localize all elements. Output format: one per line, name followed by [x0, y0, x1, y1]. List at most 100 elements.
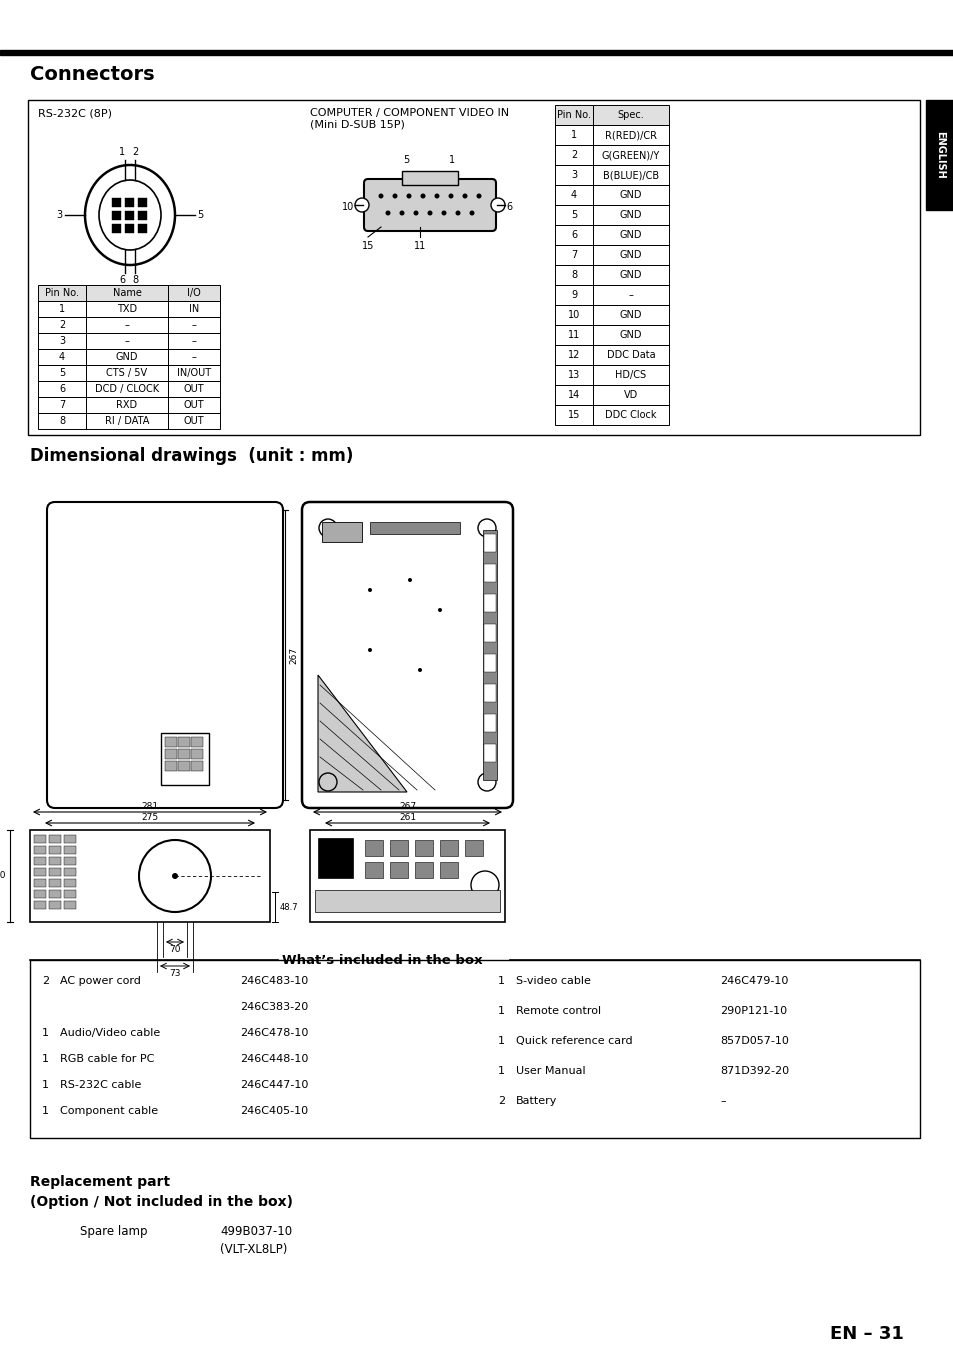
Text: RXD: RXD [116, 400, 137, 409]
Text: 4: 4 [59, 353, 65, 362]
Bar [64, 867, 76, 875]
Text: 8: 8 [132, 276, 138, 285]
Text: 1: 1 [42, 1106, 49, 1116]
Bar [593, 265, 668, 285]
Text: 267: 267 [398, 802, 416, 811]
Circle shape [399, 211, 404, 216]
Bar [64, 857, 76, 865]
Bar [64, 901, 76, 909]
Circle shape [368, 648, 372, 653]
Text: 1: 1 [42, 1054, 49, 1065]
Text: 10: 10 [567, 309, 579, 320]
Circle shape [392, 193, 397, 199]
Bar [138, 223, 148, 232]
Bar [38, 349, 86, 365]
Bar [555, 326, 593, 345]
Bar [86, 332, 168, 349]
Text: 9: 9 [570, 290, 577, 300]
Bar [370, 521, 459, 534]
Text: Name: Name [112, 288, 141, 299]
Text: 5: 5 [570, 209, 577, 220]
Text: 499B037-10: 499B037-10 [220, 1225, 292, 1238]
Text: 3: 3 [56, 209, 62, 220]
Text: 14: 14 [567, 390, 579, 400]
Bar [64, 880, 76, 888]
Text: R(RED)/CR: R(RED)/CR [604, 130, 657, 141]
Bar [555, 305, 593, 326]
Bar [49, 880, 61, 888]
Bar [555, 245, 593, 265]
Bar [555, 345, 593, 365]
Bar [483, 563, 496, 582]
Text: Audio/Video cable: Audio/Video cable [60, 1028, 160, 1038]
Bar [112, 211, 121, 219]
Bar [555, 285, 593, 305]
Bar [49, 835, 61, 843]
Text: 5: 5 [196, 209, 203, 220]
Bar [593, 165, 668, 185]
Text: 3: 3 [59, 336, 65, 346]
Text: COMPUTER / COMPONENT VIDEO IN
(Mini D-SUB 15P): COMPUTER / COMPONENT VIDEO IN (Mini D-SU… [310, 108, 509, 130]
Bar [593, 145, 668, 165]
Bar [86, 365, 168, 381]
Text: 15: 15 [567, 409, 579, 420]
Text: GND: GND [115, 353, 138, 362]
Bar [168, 285, 220, 301]
Text: 2: 2 [132, 147, 138, 157]
Bar [365, 840, 382, 857]
Text: 246C405-10: 246C405-10 [240, 1106, 308, 1116]
Text: 857D057-10: 857D057-10 [720, 1036, 788, 1046]
Circle shape [378, 193, 383, 199]
Bar [593, 185, 668, 205]
Bar [555, 405, 593, 426]
Text: VD: VD [623, 390, 638, 400]
Text: RS-232C (8P): RS-232C (8P) [38, 108, 112, 118]
Bar [401, 172, 457, 185]
Bar [555, 185, 593, 205]
Bar [178, 738, 190, 747]
Bar [112, 197, 121, 207]
Bar [555, 205, 593, 226]
Text: 2: 2 [570, 150, 577, 159]
Bar [390, 862, 408, 878]
Bar [593, 385, 668, 405]
Text: OUT: OUT [184, 416, 204, 426]
Circle shape [385, 211, 390, 216]
Text: Battery: Battery [516, 1096, 557, 1106]
Circle shape [413, 211, 418, 216]
Bar [593, 205, 668, 226]
Text: TXD: TXD [117, 304, 137, 313]
Text: 290P121-10: 290P121-10 [720, 1006, 786, 1016]
Text: 7: 7 [570, 250, 577, 259]
Text: –: – [125, 320, 130, 330]
Bar [555, 105, 593, 126]
Circle shape [406, 193, 411, 199]
Text: 1: 1 [59, 304, 65, 313]
Text: 10: 10 [341, 203, 354, 212]
Text: 246C478-10: 246C478-10 [240, 1028, 308, 1038]
Text: What’s included in the box: What’s included in the box [282, 954, 482, 966]
Text: 13: 13 [567, 370, 579, 380]
Text: G(GREEN)/Y: G(GREEN)/Y [601, 150, 659, 159]
Text: AC power cord: AC power cord [60, 975, 141, 986]
Bar [49, 867, 61, 875]
Bar [593, 126, 668, 145]
Bar [483, 534, 496, 553]
Text: 1: 1 [497, 1006, 504, 1016]
Text: 246C483-10: 246C483-10 [240, 975, 308, 986]
Text: 5: 5 [59, 367, 65, 378]
Bar [165, 748, 177, 759]
Text: Dimensional drawings  (unit : mm): Dimensional drawings (unit : mm) [30, 447, 353, 465]
Text: 261: 261 [398, 813, 416, 821]
Text: 70: 70 [0, 871, 6, 881]
Bar [178, 748, 190, 759]
Text: Replacement part: Replacement part [30, 1175, 170, 1189]
Bar [34, 901, 46, 909]
Bar [483, 624, 496, 642]
Bar [415, 840, 433, 857]
Text: Pin No.: Pin No. [45, 288, 79, 299]
Text: GND: GND [619, 190, 641, 200]
Text: 48.7: 48.7 [280, 902, 298, 912]
Text: 2: 2 [59, 320, 65, 330]
Bar [34, 867, 46, 875]
